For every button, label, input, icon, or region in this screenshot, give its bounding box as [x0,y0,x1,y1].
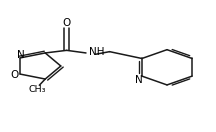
Text: NH: NH [89,47,105,57]
Text: N: N [135,75,143,85]
Text: N: N [17,50,25,60]
Text: O: O [11,70,19,80]
Text: O: O [63,18,71,28]
Text: CH₃: CH₃ [29,85,46,94]
